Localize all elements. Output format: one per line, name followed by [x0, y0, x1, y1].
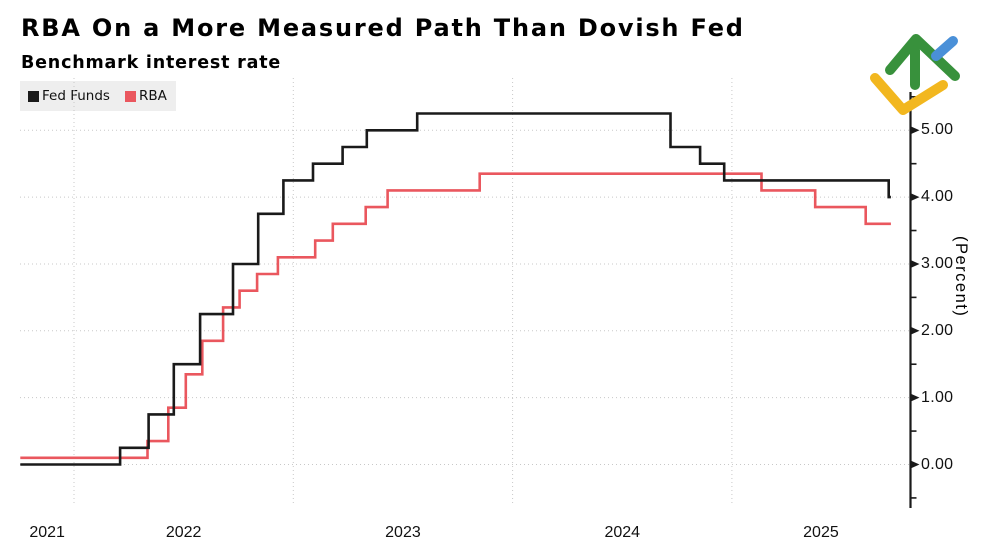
- y-tick-label: 1.00: [921, 388, 954, 406]
- y-tick-label: 0.00: [921, 455, 954, 473]
- y-tick-label: 4.00: [921, 188, 954, 206]
- legend-label: RBA: [138, 88, 167, 104]
- chart-subtitle: Benchmark interest rate: [21, 53, 282, 73]
- legend-item: Fed Funds: [28, 88, 110, 104]
- legend-label: Fed Funds: [42, 88, 110, 104]
- y-tick-label: 5.00: [921, 121, 954, 139]
- y-major-tick: [910, 126, 920, 135]
- chart-title: RBA On a More Measured Path Than Dovish …: [21, 14, 745, 42]
- logo-green-peak-icon: [885, 34, 960, 81]
- y-axis-title: (Percent): [952, 236, 970, 318]
- y-major-tick: [910, 326, 920, 335]
- series-line-rba: [20, 172, 891, 460]
- y-tick-label: 3.00: [921, 254, 954, 272]
- y-major-tick: [910, 460, 920, 469]
- logo-blue-tick-icon: [931, 36, 958, 61]
- x-tick-label: 2022: [165, 524, 202, 541]
- legend-swatch-icon: [124, 90, 136, 102]
- y-major-tick: [910, 259, 920, 268]
- y-tick-label: 2.00: [921, 321, 954, 339]
- legend-item: RBA: [124, 88, 167, 104]
- logo-yellow-check-icon: [870, 73, 948, 115]
- legend: Fed Funds RBA: [20, 81, 176, 111]
- litefinance-logo: [870, 34, 960, 115]
- legend-swatch-icon: [28, 90, 39, 102]
- y-major-tick: [910, 393, 920, 402]
- x-tick-label: 2025: [803, 524, 839, 541]
- x-tick-label: 2021: [29, 524, 65, 541]
- y-major-tick: [910, 193, 920, 202]
- series-line-fed-funds: [20, 112, 891, 466]
- x-tick-label: 2023: [385, 524, 421, 541]
- x-tick-label: 2024: [604, 524, 641, 541]
